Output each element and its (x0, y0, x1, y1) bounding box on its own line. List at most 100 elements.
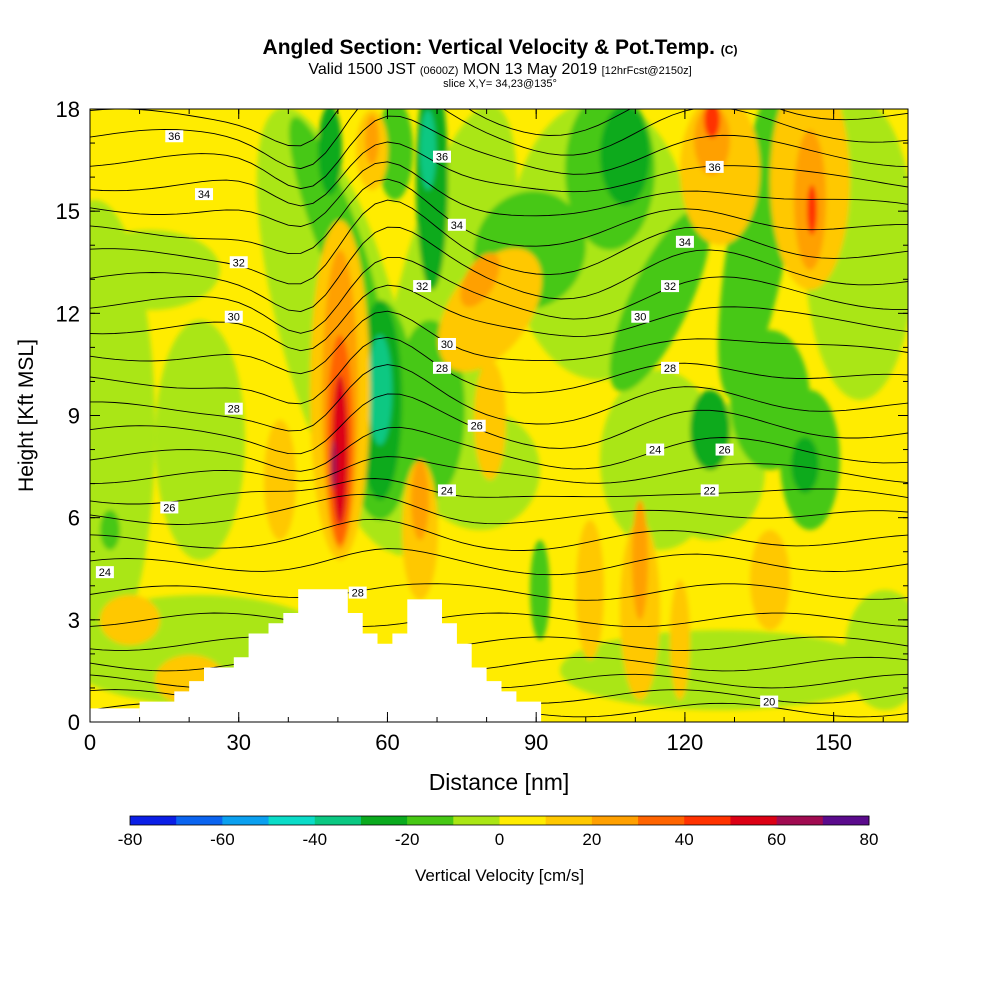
contour-label: 24 (441, 485, 453, 497)
colorbar-swatch (176, 816, 223, 825)
isentrope-line (90, 178, 908, 255)
contour-label-bg (348, 586, 367, 599)
colorbar-label: Vertical Velocity [cm/s] (415, 866, 584, 885)
isentrope-line (90, 548, 908, 576)
isentrope-line (90, 456, 908, 485)
isentrope-line (90, 518, 908, 551)
colorbar-swatch (130, 816, 177, 825)
colorbar-swatch (638, 816, 685, 825)
y-tick-label: 6 (68, 506, 80, 531)
colorbar-swatch (822, 816, 870, 825)
contour-label-bg (229, 256, 248, 269)
colorbar-swatch (360, 816, 408, 825)
field-layer: 36 34 32 30 28 26 24 36 34 32 30 28 26 24 28 36 34 32 30 28… (90, 109, 908, 722)
colorbar-tick-label: 40 (675, 830, 694, 849)
colorbar-swatch (499, 816, 547, 825)
contour-label: 32 (233, 257, 245, 269)
velocity-cell (576, 520, 604, 660)
colorbar-swatch (776, 816, 824, 825)
contour-label: 34 (198, 189, 210, 201)
colorbar-tick-label: 20 (582, 830, 601, 849)
contour-label: 32 (416, 281, 428, 293)
velocity-cell (560, 630, 880, 710)
contour-label: 28 (436, 363, 448, 375)
y-tick-label: 15 (56, 199, 80, 224)
velocity-cell (460, 252, 500, 308)
contour-label-bg (705, 160, 724, 173)
valid-date: MON 13 May 2019 (462, 61, 598, 78)
colorbar-tick-label: 80 (860, 830, 879, 849)
isentrope-labels: 36 34 32 30 28 26 24 36 34 32 30 28 26 24 28 36 34 32 30 28… (95, 130, 779, 709)
velocity-cell (90, 230, 220, 310)
contour-label-bg (675, 235, 694, 248)
velocity-cell (791, 437, 819, 493)
chart-subtitle: Valid 1500 JST (0600Z) MON 13 May 2019 [… (0, 62, 1000, 79)
chart-title-mark: (C) (720, 43, 738, 57)
velocity-cell (694, 109, 730, 175)
isentrope-line (90, 364, 908, 432)
isentrope-line (90, 141, 908, 207)
velocity-cell (750, 530, 790, 630)
isentrope-line (90, 257, 908, 334)
contour-label: 36 (168, 131, 180, 143)
contour-label-bg (224, 402, 243, 415)
chart-title-text: Angled Section: Vertical Velocity & Pot.… (262, 36, 715, 59)
x-axis-label: Distance [nm] (429, 769, 570, 795)
y-axis-label: Height [Kft MSL] (15, 339, 38, 492)
colorbar-swatch (730, 816, 778, 825)
isentrope-line (90, 336, 908, 405)
velocity-cell (690, 390, 730, 470)
contour-label: 32 (664, 281, 676, 293)
colorbar-frame (129, 815, 870, 826)
contour-label-bg (760, 695, 779, 708)
x-axis: 0 30 60 90 120 150 Distance [nm] (84, 109, 884, 795)
contour-label-bg (432, 150, 451, 163)
x-tick-label: 0 (84, 730, 96, 755)
x-tick-label: 60 (375, 730, 399, 755)
colorbar-swatch (407, 816, 454, 825)
isentrope-line (90, 393, 908, 455)
velocity-cell (155, 320, 245, 560)
contour-label: 36 (709, 162, 721, 174)
isentrope-line (90, 310, 908, 375)
contour-label: 30 (228, 312, 240, 324)
contour-label: 22 (704, 485, 716, 497)
contour-label: 26 (718, 445, 730, 457)
contour-label: 26 (163, 502, 175, 514)
y-tick-label: 9 (68, 404, 80, 429)
velocity-cell (332, 375, 348, 525)
title-block: Angled Section: Vertical Velocity & Pot.… (0, 36, 1000, 90)
velocity-cell (411, 460, 429, 540)
velocity-cell (365, 115, 379, 165)
colorbar-tick-label: -40 (302, 830, 327, 849)
contour-label-bg (467, 419, 486, 432)
velocity-cell (704, 109, 720, 138)
x-tick-label: 150 (815, 730, 852, 755)
contour-label: 20 (763, 697, 775, 709)
slice-info: slice X,Y= 34,23@135° (443, 78, 557, 90)
contour-label-bg (432, 361, 451, 374)
colorbar-swatch (268, 816, 316, 825)
contour-label-bg (447, 218, 466, 231)
valid-prefix: Valid 1500 JST (308, 61, 416, 78)
terrain (90, 589, 908, 722)
isentrope-line (90, 478, 908, 505)
velocity-cell (609, 208, 711, 392)
contour-label-bg (646, 443, 665, 456)
velocity-cell (264, 420, 296, 540)
velocity-cell (331, 440, 337, 490)
colorbar-swatch (684, 816, 731, 825)
velocity-cell (318, 109, 342, 195)
x-tick-label: 120 (667, 730, 704, 755)
colorbar-swatch (453, 816, 500, 825)
velocity-cell (100, 595, 160, 645)
valid-utc: (0600Z) (419, 65, 459, 77)
velocity-field (90, 109, 908, 710)
y-tick-label: 3 (68, 608, 80, 633)
contour-label: 30 (634, 312, 646, 324)
isentrope-line (90, 109, 908, 147)
y-tick-label: 0 (68, 710, 80, 735)
contour-label-bg (700, 484, 719, 497)
